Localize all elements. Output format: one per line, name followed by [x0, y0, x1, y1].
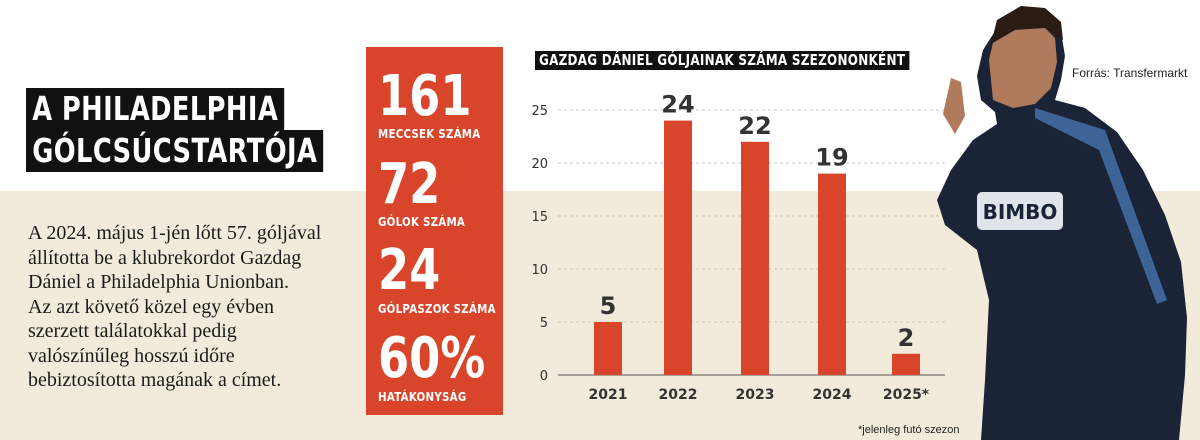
bar [664, 120, 692, 375]
x-tick-label: 2023 [736, 387, 775, 403]
stat-goals-label: GÓLOK SZÁMA [378, 214, 466, 229]
stat-assists-value: 24 [378, 238, 441, 303]
stat-efficiency-value: 60% [378, 326, 486, 391]
x-tick-label: 2022 [659, 387, 698, 403]
x-tick-label: 2021 [589, 387, 628, 403]
y-tick-label: 0 [540, 369, 548, 384]
footnote: *jelenleg futó szezon [858, 424, 960, 436]
body-line: valószínűleg hosszú időre [28, 344, 235, 367]
bar [818, 173, 846, 375]
headline-line-2: GÓLCSÚCSTARTÓJA [26, 130, 324, 172]
stat-goals-value: 72 [378, 152, 441, 217]
bar [594, 322, 622, 375]
y-tick-label: 15 [531, 210, 548, 225]
stats-panel: 161 MECCSEK SZÁMA 72 GÓLOK SZÁMA 24 GÓLP… [366, 47, 503, 415]
body-line: Az azt követő közel egy évben [28, 295, 275, 318]
body-line: szerzett találatokkal pedig [28, 320, 237, 342]
x-tick-label: 2025* [883, 387, 930, 403]
stat-efficiency-label: HATÁKONYSÁG [378, 389, 467, 404]
body-line: állította be a klubrekordot Gazdag [28, 246, 302, 269]
data-label: 19 [815, 144, 848, 172]
y-tick-label: 5 [540, 316, 548, 331]
body-line: A 2024. május 1-jén lőtt 57. góljával [28, 222, 322, 244]
body-line: Dániel a Philadelphia Unionban. [28, 271, 290, 293]
y-tick-label: 20 [531, 157, 548, 172]
y-tick-label: 25 [531, 104, 548, 119]
chart-title: GAZDAG DÁNIEL GÓLJAINAK SZÁMA SZEZONONKÉ… [535, 51, 910, 70]
bar [892, 353, 920, 375]
headline-line-1: A PHILADELPHIA [26, 88, 285, 130]
data-label: 5 [600, 292, 617, 320]
x-tick-label: 2024 [813, 387, 852, 403]
data-label: 24 [661, 91, 694, 119]
body-line: bebiztosította magának a címet. [28, 369, 282, 391]
player-photo: BIMBO [937, 6, 1187, 440]
bar [741, 141, 769, 375]
stat-assists-label: GÓLPASZOK SZÁMA [378, 301, 496, 316]
y-tick-label: 10 [531, 263, 548, 278]
data-label: 22 [738, 112, 771, 140]
source-note: Forrás: Transfermarkt [1072, 66, 1188, 80]
body-paragraph: A 2024. május 1-jén lőtt 57. góljával ál… [28, 221, 358, 393]
data-label: 2 [898, 324, 915, 352]
stat-matches-value: 161 [378, 64, 472, 129]
sponsor-logo: BIMBO [983, 200, 1058, 224]
stat-matches-label: MECCSEK SZÁMA [378, 126, 481, 141]
